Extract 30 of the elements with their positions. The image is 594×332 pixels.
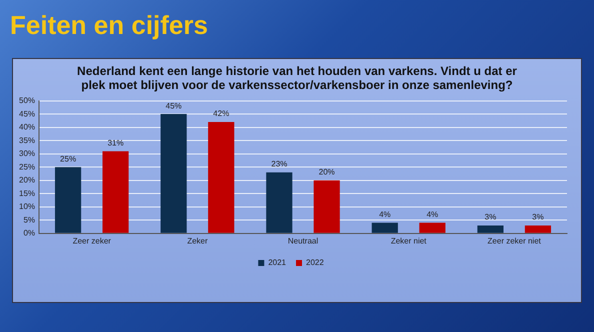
y-tick-label: 5% — [23, 215, 36, 224]
y-tick-label: 0% — [23, 228, 36, 238]
y-tick-label: 40% — [18, 122, 36, 132]
data-label: 4% — [426, 210, 438, 219]
x-tick-label: Neutraal — [288, 236, 318, 246]
data-label: 31% — [108, 138, 124, 148]
y-tick-label: 35% — [18, 136, 36, 145]
data-label: 23% — [271, 160, 288, 169]
data-label: 4% — [379, 210, 391, 219]
x-tick-label: Zeer zeker — [72, 236, 112, 246]
data-label: 3% — [484, 212, 496, 222]
legend-label: 2022 — [306, 258, 324, 268]
y-tick-label: 10% — [18, 202, 36, 212]
data-label: 45% — [166, 101, 182, 110]
y-tick-label: 15% — [18, 188, 36, 198]
x-tick-label: Zeker niet — [390, 236, 428, 246]
chart-title: Feiten en cijfers — [10, 10, 208, 41]
y-tick-label: 50% — [18, 96, 36, 106]
data-label: 20% — [318, 168, 335, 177]
data-label: 3% — [532, 212, 544, 222]
y-tick-label: 25% — [18, 162, 36, 172]
y-tick-label: 30% — [18, 149, 36, 158]
y-tick-label: 45% — [18, 109, 36, 118]
data-label: 25% — [60, 154, 76, 164]
data-label: 42% — [213, 109, 230, 118]
x-tick-label: Zeker — [187, 236, 208, 246]
legend-label: 2021 — [268, 258, 287, 268]
y-tick-label: 20% — [18, 176, 36, 185]
chart-subtitle: Nederland kent een lange historie van het houden van varkens. Vindt u dat er plek moet blijven voor de varkenssector/varkensboer in onze samenleving? — [76, 63, 518, 92]
x-tick-label: Zeer zeker niet — [488, 236, 542, 246]
